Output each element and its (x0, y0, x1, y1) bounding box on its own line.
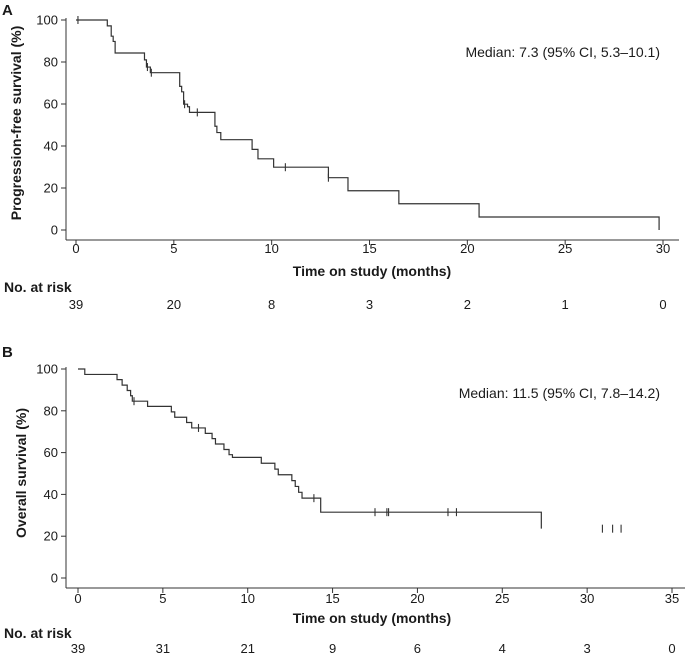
panel-b-y-tick-label: 20 (44, 529, 58, 544)
panel-b-x-tick-label: 15 (325, 591, 339, 606)
panel-a-risk-count: 0 (659, 297, 666, 312)
panel-a-x-tick-label: 0 (72, 241, 79, 256)
panel-b-y-tick-label: 0 (51, 571, 58, 586)
panel-a-risk-count: 8 (268, 297, 275, 312)
panel-a-x-tick-label: 10 (264, 241, 278, 256)
panel-a-y-tick-label: 20 (44, 181, 58, 196)
panel-b-risk-count: 0 (668, 641, 675, 656)
panel-a-risk-count: 3 (366, 297, 373, 312)
panel-b-risk-count: 39 (71, 641, 85, 656)
panel-b-risk-count: 31 (156, 641, 170, 656)
panel-b-risk-count: 21 (240, 641, 254, 656)
panel-a-y-axis-label: Progression-free survival (%) (8, 26, 24, 221)
panel-a-y-tick-label: 40 (44, 139, 58, 154)
panel-a-risk-count: 39 (69, 297, 83, 312)
panel-b-median-annotation: Median: 11.5 (95% CI, 7.8–14.2) (459, 385, 660, 401)
panel-b-x-tick-label: 25 (495, 591, 509, 606)
panel-b-y-tick-label: 100 (36, 362, 58, 377)
panel-b: B Overall survival (%) Time on study (mo… (2, 344, 685, 656)
panel-a: A Progression-free survival (%) Time on … (2, 2, 679, 312)
panel-b-y-axis-label: Overall survival (%) (13, 408, 29, 538)
panel-a-y-tick-label: 80 (44, 55, 58, 70)
panel-a-x-tick-label: 15 (362, 241, 376, 256)
panel-b-x-tick-label: 0 (74, 591, 81, 606)
panel-a-risk-count: 2 (464, 297, 471, 312)
panel-a-survival-curve (76, 19, 660, 230)
panel-a-y-tick-label: 0 (51, 223, 58, 238)
panel-b-survival-curve (78, 368, 542, 529)
panel-a-y-tick-label: 60 (44, 97, 58, 112)
panel-a-x-axis-label: Time on study (months) (293, 263, 451, 279)
panel-b-risk-count: 9 (329, 641, 336, 656)
panel-b-risk-count: 6 (414, 641, 421, 656)
panel-a-x-tick-label: 20 (460, 241, 474, 256)
panel-a-risk-count: 1 (562, 297, 569, 312)
panel-a-risk-table-header: No. at risk (4, 279, 72, 295)
panel-b-y-tick-label: 80 (44, 403, 58, 418)
panel-a-x-tick-label: 30 (656, 241, 670, 256)
panel-b-risk-count: 3 (584, 641, 591, 656)
panel-b-x-tick-label: 5 (159, 591, 166, 606)
panel-b-risk-count: 4 (499, 641, 506, 656)
panel-a-median-annotation: Median: 7.3 (95% CI, 5.3–10.1) (465, 44, 660, 60)
panel-b-y-tick-label: 60 (44, 445, 58, 460)
panel-b-x-tick-label: 35 (665, 591, 679, 606)
panel-b-x-tick-label: 30 (580, 591, 594, 606)
panel-b-x-tick-label: 10 (240, 591, 254, 606)
panel-a-x-tick-label: 25 (558, 241, 572, 256)
panel-a-label: A (2, 2, 13, 19)
panel-b-x-axis-label: Time on study (months) (293, 610, 451, 626)
panel-b-y-tick-label: 40 (44, 487, 58, 502)
panel-a-risk-count: 20 (167, 297, 181, 312)
panel-a-y-tick-label: 100 (36, 13, 58, 28)
panel-b-x-tick-label: 20 (410, 591, 424, 606)
panel-b-label: B (2, 344, 13, 361)
panel-b-risk-table-header: No. at risk (4, 625, 72, 641)
panel-a-x-tick-label: 5 (170, 241, 177, 256)
